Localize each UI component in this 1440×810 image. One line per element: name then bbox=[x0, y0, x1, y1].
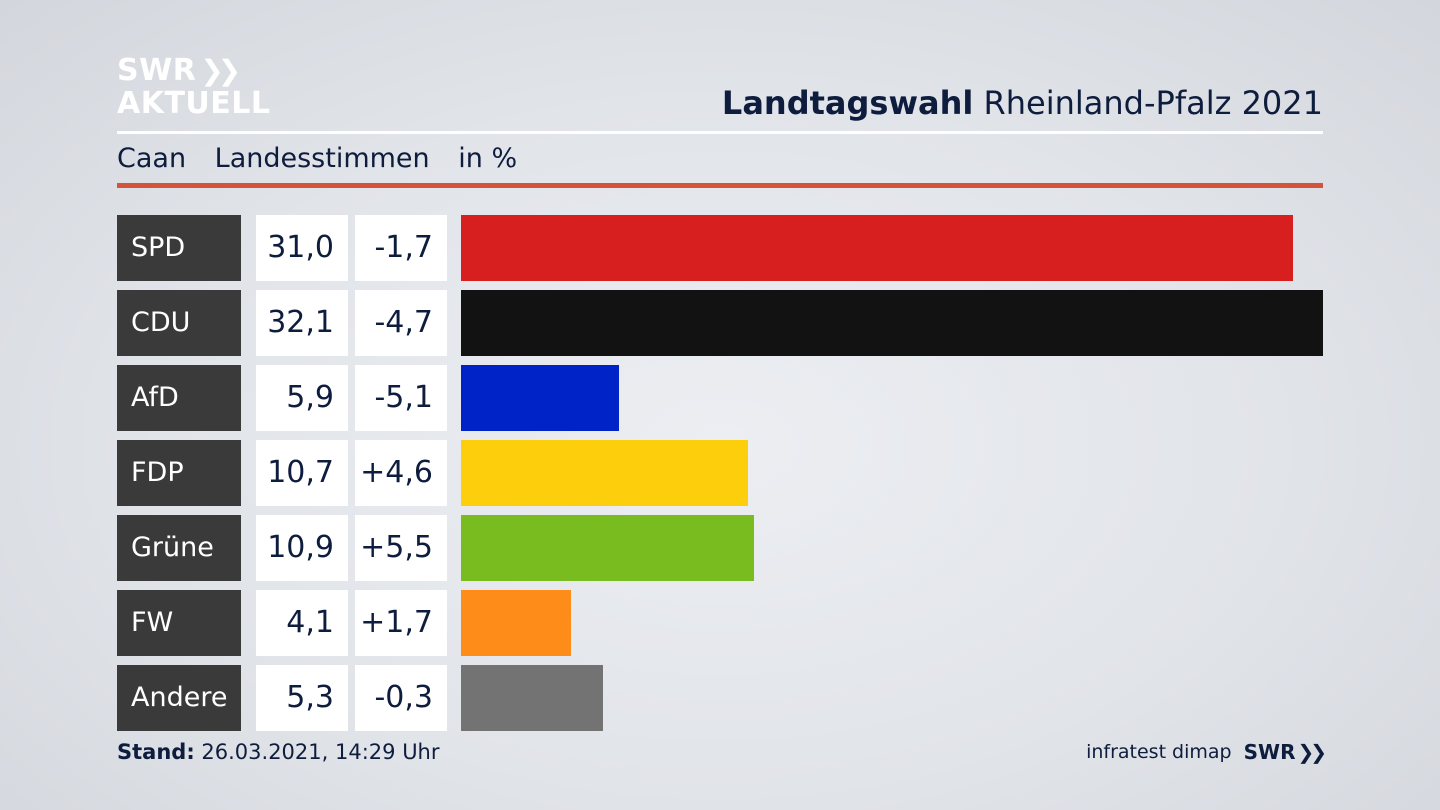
swr-aktuell-logo: SWR ❯❯ AKTUELL bbox=[117, 54, 271, 120]
chart-row: SPD 31,0 -1,7 bbox=[117, 215, 1323, 281]
party-label: SPD bbox=[117, 215, 241, 281]
footer-swr-text: SWR bbox=[1243, 740, 1296, 764]
subtitle-unit: in % bbox=[458, 143, 518, 174]
bar bbox=[461, 440, 748, 506]
stand-label: Stand: bbox=[117, 740, 195, 764]
subtitle-category: Landesstimmen bbox=[214, 143, 430, 174]
bar bbox=[461, 215, 1293, 281]
party-label: AfD bbox=[117, 365, 241, 431]
logo-swr-text: SWR bbox=[117, 53, 197, 88]
chart-subtitle: Caan Landesstimmen in % bbox=[117, 143, 537, 174]
source-credit: infratest dimap SWR ❯❯ bbox=[1086, 740, 1327, 764]
chart-row: CDU 32,1 -4,7 bbox=[117, 290, 1323, 356]
title-bold: Landtagswahl bbox=[721, 84, 974, 122]
source-label: infratest dimap bbox=[1086, 741, 1232, 763]
value-label: 4,1 bbox=[256, 590, 348, 656]
timestamp: Stand: 26.03.2021, 14:29 Uhr bbox=[117, 740, 440, 764]
chart-row: AfD 5,9 -5,1 bbox=[117, 365, 1323, 431]
title-rest: Rheinland-Pfalz 2021 bbox=[983, 84, 1323, 122]
diff-label: +1,7 bbox=[355, 590, 447, 656]
logo-chevron-icon: ❯❯ bbox=[200, 54, 241, 87]
diff-label: -4,7 bbox=[355, 290, 447, 356]
bar bbox=[461, 665, 603, 731]
value-label: 10,7 bbox=[256, 440, 348, 506]
bar bbox=[461, 290, 1323, 356]
value-label: 5,9 bbox=[256, 365, 348, 431]
subtitle-location: Caan bbox=[117, 143, 187, 174]
footer-swr-logo: SWR ❯❯ bbox=[1243, 740, 1327, 764]
value-label: 31,0 bbox=[256, 215, 348, 281]
party-label: Grüne bbox=[117, 515, 241, 581]
page-title: Landtagswahl Rheinland-Pfalz 2021 bbox=[722, 84, 1323, 122]
footer-chevron-icon: ❯❯ bbox=[1297, 740, 1326, 764]
party-label: FW bbox=[117, 590, 241, 656]
chart-row: FDP 10,7 +4,6 bbox=[117, 440, 1323, 506]
value-label: 10,9 bbox=[256, 515, 348, 581]
chart-row: FW 4,1 +1,7 bbox=[117, 590, 1323, 656]
bar bbox=[461, 590, 571, 656]
party-label: CDU bbox=[117, 290, 241, 356]
party-label: FDP bbox=[117, 440, 241, 506]
subtitle-divider bbox=[117, 183, 1323, 188]
bar bbox=[461, 365, 619, 431]
diff-label: +4,6 bbox=[355, 440, 447, 506]
diff-label: +5,5 bbox=[355, 515, 447, 581]
value-label: 32,1 bbox=[256, 290, 348, 356]
stand-value: 26.03.2021, 14:29 Uhr bbox=[201, 740, 440, 764]
diff-label: -1,7 bbox=[355, 215, 447, 281]
chart-row: Andere 5,3 -0,3 bbox=[117, 665, 1323, 731]
header-divider bbox=[117, 131, 1323, 134]
diff-label: -0,3 bbox=[355, 665, 447, 731]
party-label: Andere bbox=[117, 665, 241, 731]
value-label: 5,3 bbox=[256, 665, 348, 731]
diff-label: -5,1 bbox=[355, 365, 447, 431]
bar bbox=[461, 515, 754, 581]
chart-row: Grüne 10,9 +5,5 bbox=[117, 515, 1323, 581]
logo-aktuell-text: AKTUELL bbox=[117, 86, 271, 121]
